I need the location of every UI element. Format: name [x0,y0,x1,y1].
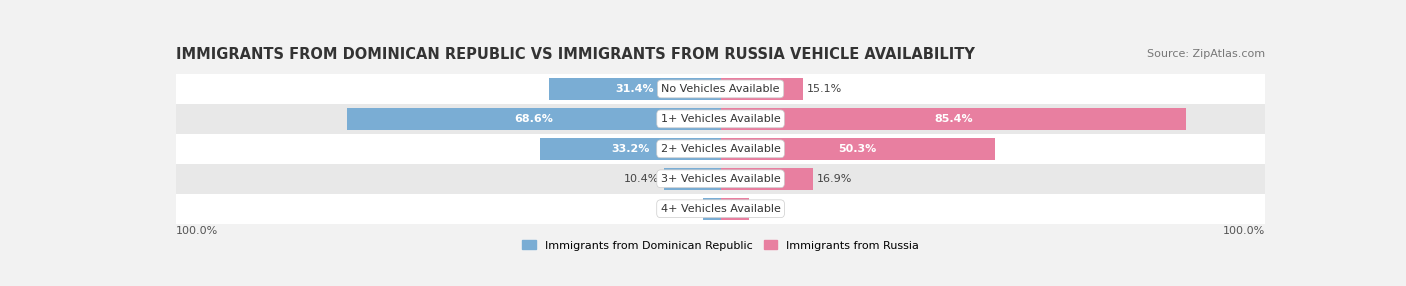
Bar [721,78,803,100]
Text: 85.4%: 85.4% [934,114,973,124]
Text: 31.4%: 31.4% [616,84,654,94]
Bar [176,194,1265,224]
Text: 16.9%: 16.9% [817,174,852,184]
Legend: Immigrants from Dominican Republic, Immigrants from Russia: Immigrants from Dominican Republic, Immi… [517,236,924,255]
Bar [540,138,721,160]
Text: 68.6%: 68.6% [515,114,553,124]
Text: 4+ Vehicles Available: 4+ Vehicles Available [661,204,780,214]
Bar [721,138,994,160]
Text: 2+ Vehicles Available: 2+ Vehicles Available [661,144,780,154]
Bar [721,168,813,190]
Text: 100.0%: 100.0% [1223,227,1265,237]
Bar [176,104,1265,134]
Text: 1+ Vehicles Available: 1+ Vehicles Available [661,114,780,124]
Bar [176,164,1265,194]
Text: Source: ZipAtlas.com: Source: ZipAtlas.com [1147,49,1265,59]
Text: 5.3%: 5.3% [754,204,782,214]
Text: 3.3%: 3.3% [671,204,699,214]
Bar [347,108,721,130]
Text: 3+ Vehicles Available: 3+ Vehicles Available [661,174,780,184]
Bar [664,168,721,190]
Text: 15.1%: 15.1% [807,84,842,94]
Bar [550,78,721,100]
Text: No Vehicles Available: No Vehicles Available [661,84,780,94]
Bar [721,108,1185,130]
Text: 33.2%: 33.2% [612,144,650,154]
Text: 50.3%: 50.3% [838,144,877,154]
Text: 10.4%: 10.4% [624,174,659,184]
Bar [176,134,1265,164]
Bar [703,198,721,220]
Text: IMMIGRANTS FROM DOMINICAN REPUBLIC VS IMMIGRANTS FROM RUSSIA VEHICLE AVAILABILIT: IMMIGRANTS FROM DOMINICAN REPUBLIC VS IM… [176,47,974,62]
Bar [176,74,1265,104]
Bar [721,198,749,220]
Text: 100.0%: 100.0% [176,227,218,237]
